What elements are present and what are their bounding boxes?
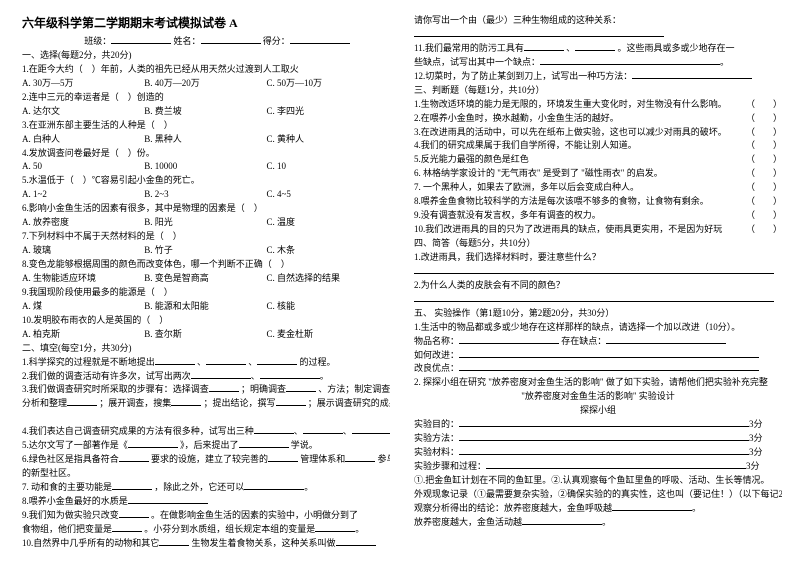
- section-1-head: 一、选择(每题2分，共20分): [22, 49, 390, 63]
- q3: 3.在亚洲东部主要生活的人种是（ ）: [22, 119, 390, 133]
- j3: 3.在改进雨具的活动中，可以先在纸布上做实验，这也可以减少对雨具的破坏。（ ）: [414, 126, 782, 140]
- a1-blank: [414, 265, 782, 279]
- q6-opts: A. 放养密度 B. 阳光 C. 温度: [22, 216, 390, 230]
- j10: 10.我们改进雨具的目的只为了改进雨具的缺点，使雨具更实用，不是因为好玩（ ）: [414, 223, 782, 237]
- f5: 5.达尔文写了一部著作是《 》，后来提出了 学说。: [22, 439, 390, 453]
- exam-title: 六年级科学第二学期期末考试模拟试卷 A: [22, 14, 390, 31]
- f6-1: 6.绿色社区是指具备符合 要求的设施，建立了较完善的 管理体系和 参与机制: [22, 453, 390, 467]
- e2f: 实验材料：3分: [414, 446, 782, 460]
- section-5-head: 五、 实验操作（第1题10分，第2题20分，共30分）: [414, 307, 782, 321]
- q10-opts: A. 柏克斯 B. 查尔斯 C. 麦金杜斯: [22, 328, 390, 342]
- f1: 1.科学探究的过程就是不断地提出 、 、 的过程。: [22, 356, 390, 370]
- f8: 8.喂养小金鱼最好的水质是: [22, 495, 390, 509]
- f10: 10.自然界中几乎所有的动物和其它 生物发生着食物关系，这种关系叫做: [22, 537, 390, 551]
- q4-opts: A. 50 B. 10000 C. 10: [22, 160, 390, 174]
- q1: 1.在距今大约（ ）年前，人类的祖先已经从用天然火过渡到人工取火: [22, 63, 390, 77]
- a1: 1.改进雨具，我们选择材料时，要注意些什么？: [414, 251, 782, 265]
- j6: 6. 林格纳学家设计的 "无气雨衣" 是受到了 "磁性雨衣" 的启发。（ ）: [414, 167, 782, 181]
- q2-opts: A. 达尔文 B. 费兰坡 C. 李四光: [22, 105, 390, 119]
- e1d: 改良优点：: [414, 362, 782, 376]
- f2: 2.我们做的调查活动有许多次，试写出两次、。: [22, 370, 390, 384]
- q5: 5.水温低于（ ）℃容易引起小金鱼的死亡。: [22, 174, 390, 188]
- j1: 1.生物改适环境的能力是无限的，环境发生重大变化时，对生物没有什么影响。（ ）: [414, 98, 782, 112]
- q2: 2.连中三元的幸运者是（ ）创造的: [22, 91, 390, 105]
- header-row: 班级： 姓名： 得分：: [22, 35, 390, 49]
- j4: 4.我们的研究成果属于我们自学所得，不能让别人知道。（ ）: [414, 139, 782, 153]
- section-4-head: 四、简答（每题5分，共10分）: [414, 237, 782, 251]
- e2h: ①.把金鱼缸计划在不同的鱼缸里。②.认真观察每个鱼缸里鱼的呼吸、活动、生长等情况…: [414, 474, 782, 488]
- e1c: 如何改进：: [414, 349, 782, 363]
- e2g: 实验步骤和过程：3分: [414, 460, 782, 474]
- q9-opts: A. 煤 B. 能源和太阳能 C. 核能: [22, 300, 390, 314]
- f9-1: 9.我们知为做实验只改变 。在做影响金鱼生活的因素的实验中，小明做分到了: [22, 509, 390, 523]
- r1: 请你写出一个由（最少）三种生物组成的这种关系：: [414, 14, 782, 28]
- q8: 8.变色龙能够根据周围的颜色而改变体色，哪一个判断不正确（ ）: [22, 258, 390, 272]
- e2d: 实验目的：3分: [414, 418, 782, 432]
- q9: 9.我国现阶段使用最多的能源是（ ）: [22, 286, 390, 300]
- e1: 1.生活中的物品都或多或少地存在这样那样的缺点，请选择一个加以改进（10分）。: [414, 321, 782, 335]
- e2a: 2. 探探小组在研究 "放养密度对金鱼生活的影响" 做了如下实验，请帮他们把实验…: [414, 376, 782, 390]
- q6: 6.影响小金鱼生活的因素有很多，其中是物理的因素是（ ）: [22, 202, 390, 216]
- j7: 7. 一个黑种人，如果去了欧洲，多年以后会变成白种人。（ ）: [414, 181, 782, 195]
- a2: 2.为什么人类的皮肤会有不同的颜色？: [414, 279, 782, 293]
- f3-2: 分析和整理 ；展开调查，搜集 ；提出结论，撰写 ；展示调查研究的成果。: [22, 397, 390, 411]
- a2-blank: [414, 293, 782, 307]
- e2c: 探探小组: [414, 404, 782, 418]
- q4: 4.发放调查问卷最好是（ ）份。: [22, 147, 390, 161]
- q10: 10.发明胶布雨衣的人是英国的（ ）: [22, 314, 390, 328]
- r2-2: 些缺点，试写出其中一个缺点：。: [414, 56, 782, 70]
- e2k: 放养密度越大，金鱼活动越。: [414, 516, 782, 530]
- e2i: 外观现象记录（①最需要复杂实验，②确保实验的的真实性，这也叫（要记住！）（以下每…: [414, 488, 782, 502]
- q5-opts: A. 1~2 B. 2~3 C. 4~5: [22, 188, 390, 202]
- r3: 12.切菜时，为了防止某剑到刀上，试写出一种巧方法：: [414, 70, 782, 84]
- q1-opts: A. 30万—5万 B. 40万—20万 C. 50万—10万: [22, 77, 390, 91]
- q8-opts: A. 生物能适应环境 B. 变色是智商高 C. 自然选择的结果: [22, 272, 390, 286]
- q3-opts: A. 白种人 B. 黑种人 C. 黄种人: [22, 133, 390, 147]
- f3-1: 3.我们做调查研究时所采取的步骤有：选择调查 ；明确调查 、方法；制定调查: [22, 383, 390, 397]
- e1a: 物品名称： 存在缺点：: [414, 335, 782, 349]
- j5: 5.反光能力最强的颜色是红色（ ）: [414, 153, 782, 167]
- q7: 7.下列材料中不属于天然材料的是（ ）: [22, 230, 390, 244]
- f6-2: 的新型社区。: [22, 467, 390, 481]
- e2b: "放养密度对金鱼生活的影响" 实验设计: [414, 390, 782, 404]
- e2j: 观察分析得出的结论：放养密度越大，金鱼呼吸越。: [414, 502, 782, 516]
- f7: 7. 动和食的主要功能是 ，除此之外，它还可以。: [22, 481, 390, 495]
- e2e: 实验方法：3分: [414, 432, 782, 446]
- r2-1: 11.我们最常用的防污工具有 、 。这些雨具或多或少地存在一: [414, 42, 782, 56]
- section-2-head: 二、填空(每空1分，共30分): [22, 342, 390, 356]
- r1b: [414, 28, 782, 42]
- j2: 2.在喂养小金鱼时，换水越勤，小金鱼生活的越好。（ ）: [414, 112, 782, 126]
- f4: 4.我们表达自己调查研究成果的方法有很多种，试写出三种、、。: [22, 425, 390, 439]
- f9-2: 食物组，他们把变量是 。小芬分到水质组，组长规定本组的变量是。: [22, 523, 390, 537]
- section-3-head: 三、判断题（每题1分，共10分）: [414, 84, 782, 98]
- j9: 9.没有调查就没有发言权，多年有调查的权力。（ ）: [414, 209, 782, 223]
- q7-opts: A. 玻璃 B. 竹子 C. 木条: [22, 244, 390, 258]
- j8: 8.喂养金鱼食物比较科学的方法是每次该喂不够多的食物，让食物有剩余。（ ）: [414, 195, 782, 209]
- spacer: [22, 411, 390, 425]
